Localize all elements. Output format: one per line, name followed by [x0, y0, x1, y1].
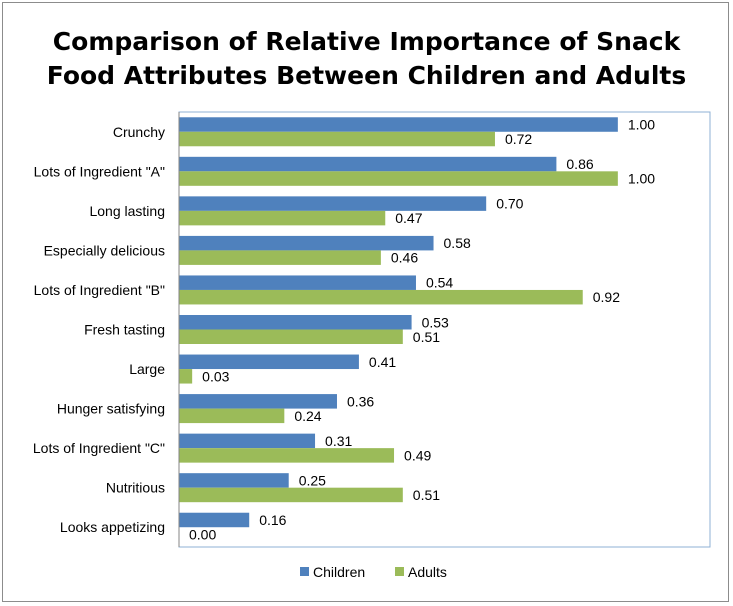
data-label-children-especially-delicious: 0.58	[444, 235, 471, 251]
bar-children-crunchy	[179, 117, 618, 132]
legend-swatch-adults	[395, 567, 404, 576]
data-label-adults-large: 0.03	[202, 368, 229, 384]
category-label-long-lasting: Long lasting	[89, 203, 165, 219]
data-label-adults-especially-delicious: 0.46	[391, 250, 418, 266]
bar-children-fresh-tasting	[179, 315, 412, 330]
bar-children-nutritious	[179, 473, 289, 488]
category-label-large: Large	[129, 361, 165, 377]
data-label-adults-long-lasting: 0.47	[395, 210, 422, 226]
data-label-adults-lots-of-ingredient-b: 0.92	[593, 289, 620, 305]
data-label-adults-lots-of-ingredient-c: 0.49	[404, 447, 431, 463]
bar-children-hunger-satisfying	[179, 394, 337, 409]
data-label-children-crunchy: 1.00	[628, 117, 655, 133]
data-label-children-hunger-satisfying: 0.36	[347, 393, 374, 409]
data-label-children-lots-of-ingredient-b: 0.54	[426, 275, 453, 291]
bar-adults-especially-delicious	[179, 250, 381, 265]
data-label-adults-hunger-satisfying: 0.24	[294, 408, 321, 424]
category-label-lots-of-ingredient-c: Lots of Ingredient "C"	[33, 440, 165, 456]
legend-label-children: Children	[313, 564, 365, 580]
category-label-looks-appetizing: Looks appetizing	[60, 519, 165, 535]
category-label-hunger-satisfying: Hunger satisfying	[57, 401, 165, 417]
data-label-children-nutritious: 0.25	[299, 472, 326, 488]
data-label-adults-looks-appetizing: 0.00	[189, 526, 216, 542]
bar-children-lots-of-ingredient-c	[179, 433, 316, 449]
data-label-adults-crunchy: 0.72	[505, 131, 532, 147]
bar-children-looks-appetizing	[179, 512, 250, 528]
bar-adults-long-lasting	[179, 210, 386, 226]
bar-children-lots-of-ingredient-b	[179, 275, 416, 290]
data-label-adults-lots-of-ingredient-a: 1.00	[628, 171, 655, 187]
category-label-lots-of-ingredient-b: Lots of Ingredient "B"	[34, 282, 165, 298]
category-label-lots-of-ingredient-a: Lots of Ingredient "A"	[34, 163, 165, 179]
bar-adults-lots-of-ingredient-b	[179, 289, 583, 305]
category-label-fresh-tasting: Fresh tasting	[84, 322, 165, 338]
data-label-children-long-lasting: 0.70	[496, 196, 523, 212]
bar-adults-hunger-satisfying	[179, 408, 285, 424]
data-label-adults-fresh-tasting: 0.51	[413, 329, 440, 345]
bar-adults-nutritious	[179, 487, 403, 503]
data-label-children-lots-of-ingredient-a: 0.86	[566, 156, 593, 172]
data-label-children-large: 0.41	[369, 354, 396, 370]
legend-label-adults: Adults	[408, 564, 447, 580]
data-label-children-fresh-tasting: 0.53	[422, 314, 449, 330]
bar-children-lots-of-ingredient-a	[179, 156, 557, 172]
data-label-children-looks-appetizing: 0.16	[259, 512, 286, 528]
bar-adults-large	[179, 369, 193, 384]
bar-children-large	[179, 354, 359, 370]
bar-adults-fresh-tasting	[179, 329, 403, 344]
chart-title-line-2: Food Attributes Between Children and Adu…	[46, 61, 687, 90]
category-label-especially-delicious: Especially delicious	[44, 242, 165, 258]
bar-children-long-lasting	[179, 196, 487, 211]
category-label-nutritious: Nutritious	[106, 480, 165, 496]
chart-title: Comparison of Relative Importance of Sna…	[3, 25, 730, 93]
bar-adults-lots-of-ingredient-c	[179, 448, 395, 463]
data-label-children-lots-of-ingredient-c: 0.31	[325, 433, 352, 449]
legend-swatch-children	[300, 567, 309, 576]
category-label-crunchy: Crunchy	[113, 124, 165, 140]
bar-adults-lots-of-ingredient-a	[179, 171, 618, 186]
bar-adults-crunchy	[179, 131, 495, 147]
bar-children-especially-delicious	[179, 235, 434, 251]
chart-title-line-1: Comparison of Relative Importance of Sna…	[52, 27, 681, 56]
data-label-adults-nutritious: 0.51	[413, 487, 440, 503]
